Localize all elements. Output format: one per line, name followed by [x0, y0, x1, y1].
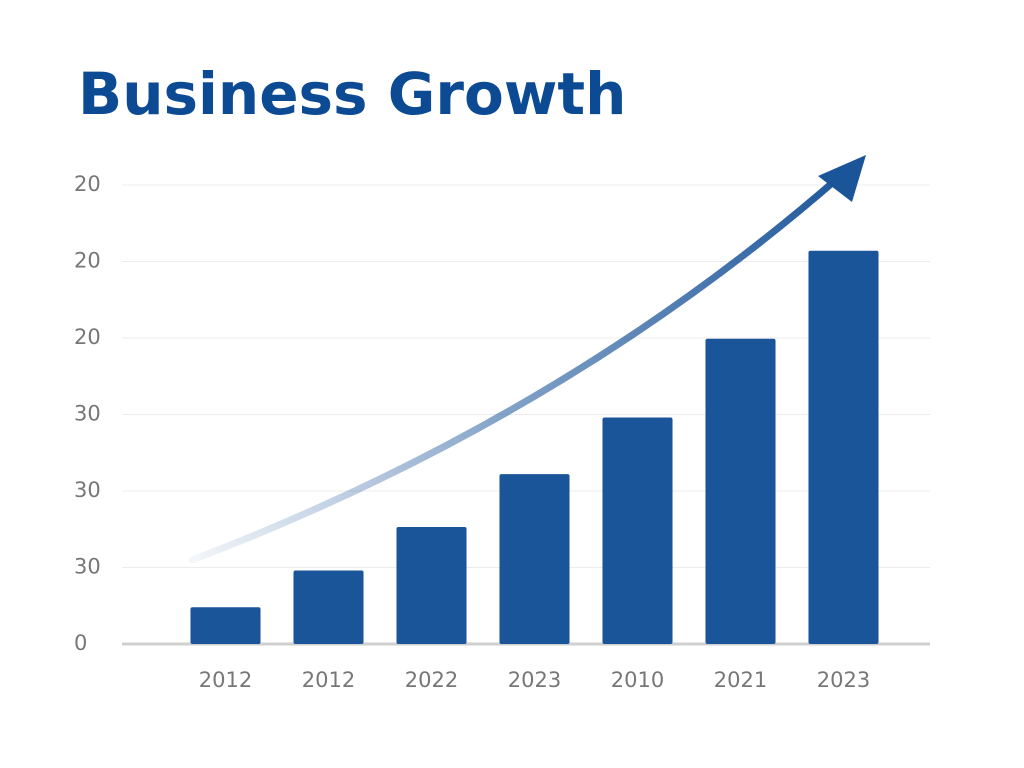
- x-tick-label: 2022: [405, 668, 458, 692]
- plot-area: 0 30 30 30 20 20 20 2012 2012 2022 2023 2010 2021 202…: [74, 172, 930, 692]
- y-tick-label: 20: [74, 325, 101, 349]
- trend-arrow: [188, 174, 842, 564]
- x-tick-label: 2023: [817, 668, 870, 692]
- bar: [396, 526, 467, 644]
- x-tick-label: 2012: [199, 668, 252, 692]
- x-tick-label: 2012: [302, 668, 355, 692]
- x-tick-label: 2023: [508, 668, 561, 692]
- y-tick-label: 20: [74, 249, 101, 273]
- x-tick-label: 2021: [714, 668, 767, 692]
- y-tick-label: 30: [74, 555, 101, 579]
- bar: [705, 338, 776, 644]
- y-tick-label: 20: [74, 172, 101, 196]
- bar: [808, 250, 879, 645]
- y-tick-label: 30: [74, 402, 101, 426]
- bar: [499, 474, 570, 644]
- bar: [190, 607, 261, 644]
- y-tick-label: 0: [74, 631, 87, 655]
- bar: [602, 417, 673, 644]
- bar: [293, 570, 364, 644]
- x-tick-label: 2010: [611, 668, 664, 692]
- y-tick-label: 30: [74, 478, 101, 502]
- chart-title: Business Growth: [78, 60, 626, 128]
- trend-arrowhead: [818, 155, 866, 202]
